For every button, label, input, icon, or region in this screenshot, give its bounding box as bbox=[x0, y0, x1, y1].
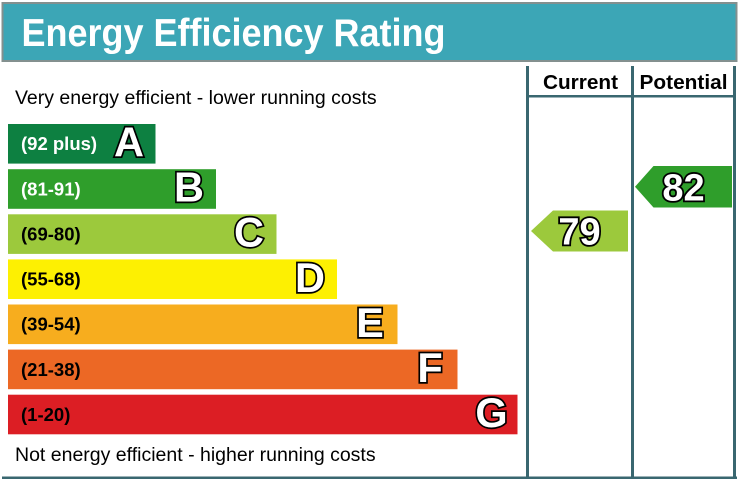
svg-text:C: C bbox=[234, 209, 264, 256]
svg-text:Potential: Potential bbox=[640, 72, 728, 94]
svg-text:B: B bbox=[174, 164, 204, 211]
svg-text:F: F bbox=[417, 344, 442, 391]
svg-text:Not energy efficient - higher: Not energy efficient - higher running co… bbox=[15, 444, 376, 466]
svg-text:(39-54): (39-54) bbox=[21, 314, 81, 335]
svg-text:(55-68): (55-68) bbox=[21, 269, 81, 290]
svg-text:(81-91): (81-91) bbox=[21, 178, 81, 199]
svg-text:E: E bbox=[356, 299, 384, 346]
svg-text:Very energy efficient - lower: Very energy efficient - lower running co… bbox=[15, 87, 377, 109]
svg-text:D: D bbox=[295, 254, 325, 301]
svg-text:82: 82 bbox=[662, 167, 704, 209]
svg-text:A: A bbox=[114, 118, 144, 165]
svg-text:(1-20): (1-20) bbox=[21, 404, 70, 425]
svg-text:(69-80): (69-80) bbox=[21, 223, 81, 244]
svg-text:G: G bbox=[475, 389, 507, 436]
svg-text:Current: Current bbox=[543, 72, 618, 94]
svg-text:79: 79 bbox=[558, 212, 600, 254]
svg-text:(92 plus): (92 plus) bbox=[21, 133, 97, 154]
svg-text:(21-38): (21-38) bbox=[21, 359, 81, 380]
svg-text:Energy Efficiency Rating: Energy Efficiency Rating bbox=[22, 12, 446, 55]
